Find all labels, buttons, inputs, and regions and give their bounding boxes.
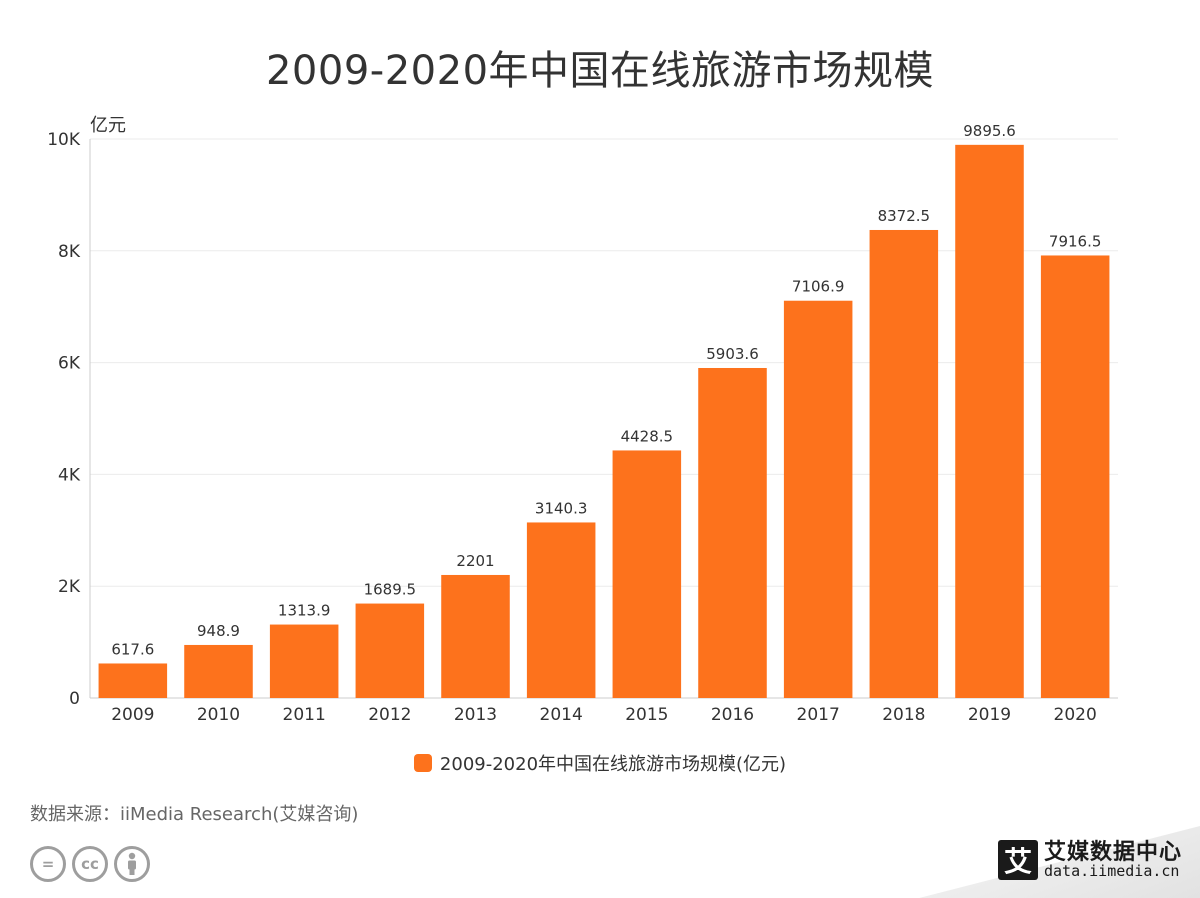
bar[interactable]	[698, 367, 767, 698]
data-label: 5903.6	[706, 345, 759, 363]
x-tick-label: 2010	[197, 705, 240, 725]
x-tick-label: 2019	[968, 705, 1011, 725]
data-label: 4428.5	[621, 427, 674, 445]
data-label: 9895.6	[963, 122, 1016, 140]
data-labels: 617.6 948.9 1313.9 1689.5 2201 3140.3 4428.5 59…	[111, 122, 1101, 659]
legend-label: 2009-2020年中国在线旅游市场规模(亿元)	[439, 754, 787, 775]
x-tick-label: 2012	[368, 705, 411, 725]
data-label: 948.9	[197, 622, 240, 640]
bar[interactable]	[184, 644, 253, 698]
data-label: 8372.5	[878, 207, 931, 225]
cc-equal-icon: =	[30, 846, 66, 882]
cc-person-icon	[114, 846, 150, 882]
bar[interactable]	[869, 229, 939, 699]
brand-logo-icon: 艾	[997, 840, 1038, 880]
bar[interactable]	[441, 574, 510, 698]
y-axis-unit-label: 亿元	[90, 115, 126, 136]
data-label: 7106.9	[792, 278, 845, 296]
bars	[98, 144, 1110, 699]
x-tick-label: 2018	[882, 705, 925, 725]
data-label: 2201	[456, 552, 494, 570]
bar[interactable]	[98, 663, 168, 698]
data-label: 1689.5	[364, 581, 417, 599]
y-tick-label: 2K	[58, 577, 81, 597]
x-tick-label: 2013	[454, 705, 497, 725]
bar[interactable]	[269, 624, 339, 698]
brand-name: 艾媒数据中心	[1043, 839, 1182, 865]
x-tick-label: 2011	[283, 705, 326, 725]
cc-logo-icon: cc	[72, 846, 108, 882]
y-tick-label: 0	[69, 689, 80, 709]
x-tick-label: 2016	[711, 705, 754, 725]
bar[interactable]	[355, 603, 425, 698]
y-tick-label: 6K	[58, 354, 81, 374]
bar[interactable]	[612, 450, 682, 698]
data-label: 1313.9	[278, 602, 331, 620]
y-tick-label: 10K	[47, 130, 81, 150]
source-note: 数据来源：iiMedia Research(艾媒咨询)	[30, 804, 359, 825]
license-icons: = cc	[30, 846, 150, 882]
x-tick-label: 2020	[1054, 705, 1097, 725]
x-tick-label: 2014	[540, 705, 583, 725]
brand-logo-block: 艾 艾媒数据中心 data.iimedia.cn	[997, 839, 1182, 880]
data-label: 617.6	[111, 640, 154, 658]
axes: 0 2K 4K 6K 8K 10K 2009 2010 2011 2012 2013 2014 2015…	[47, 130, 1118, 725]
legend-swatch	[413, 754, 432, 772]
bar[interactable]	[1040, 255, 1110, 698]
x-tick-label: 2017	[797, 705, 840, 725]
gridlines	[90, 138, 1118, 587]
bar[interactable]	[955, 144, 1024, 699]
x-tick-label: 2015	[625, 705, 668, 725]
legend[interactable]: 2009-2020年中国在线旅游市场规模(亿元)	[0, 750, 1200, 776]
y-tick-label: 4K	[58, 465, 81, 485]
y-tick-label: 8K	[58, 242, 81, 262]
brand-url: data.iimedia.cn	[1043, 861, 1180, 880]
data-label: 7916.5	[1049, 232, 1102, 250]
bar[interactable]	[783, 300, 853, 698]
chart-title: 2009-2020年中国在线旅游市场规模	[265, 48, 935, 94]
bar[interactable]	[526, 522, 596, 698]
data-label: 3140.3	[535, 499, 588, 517]
x-tick-label: 2009	[111, 705, 154, 725]
bar-chart: 0 2K 4K 6K 8K 10K 2009 2010 2011 2012 2013 2014 2015…	[47, 115, 1118, 725]
